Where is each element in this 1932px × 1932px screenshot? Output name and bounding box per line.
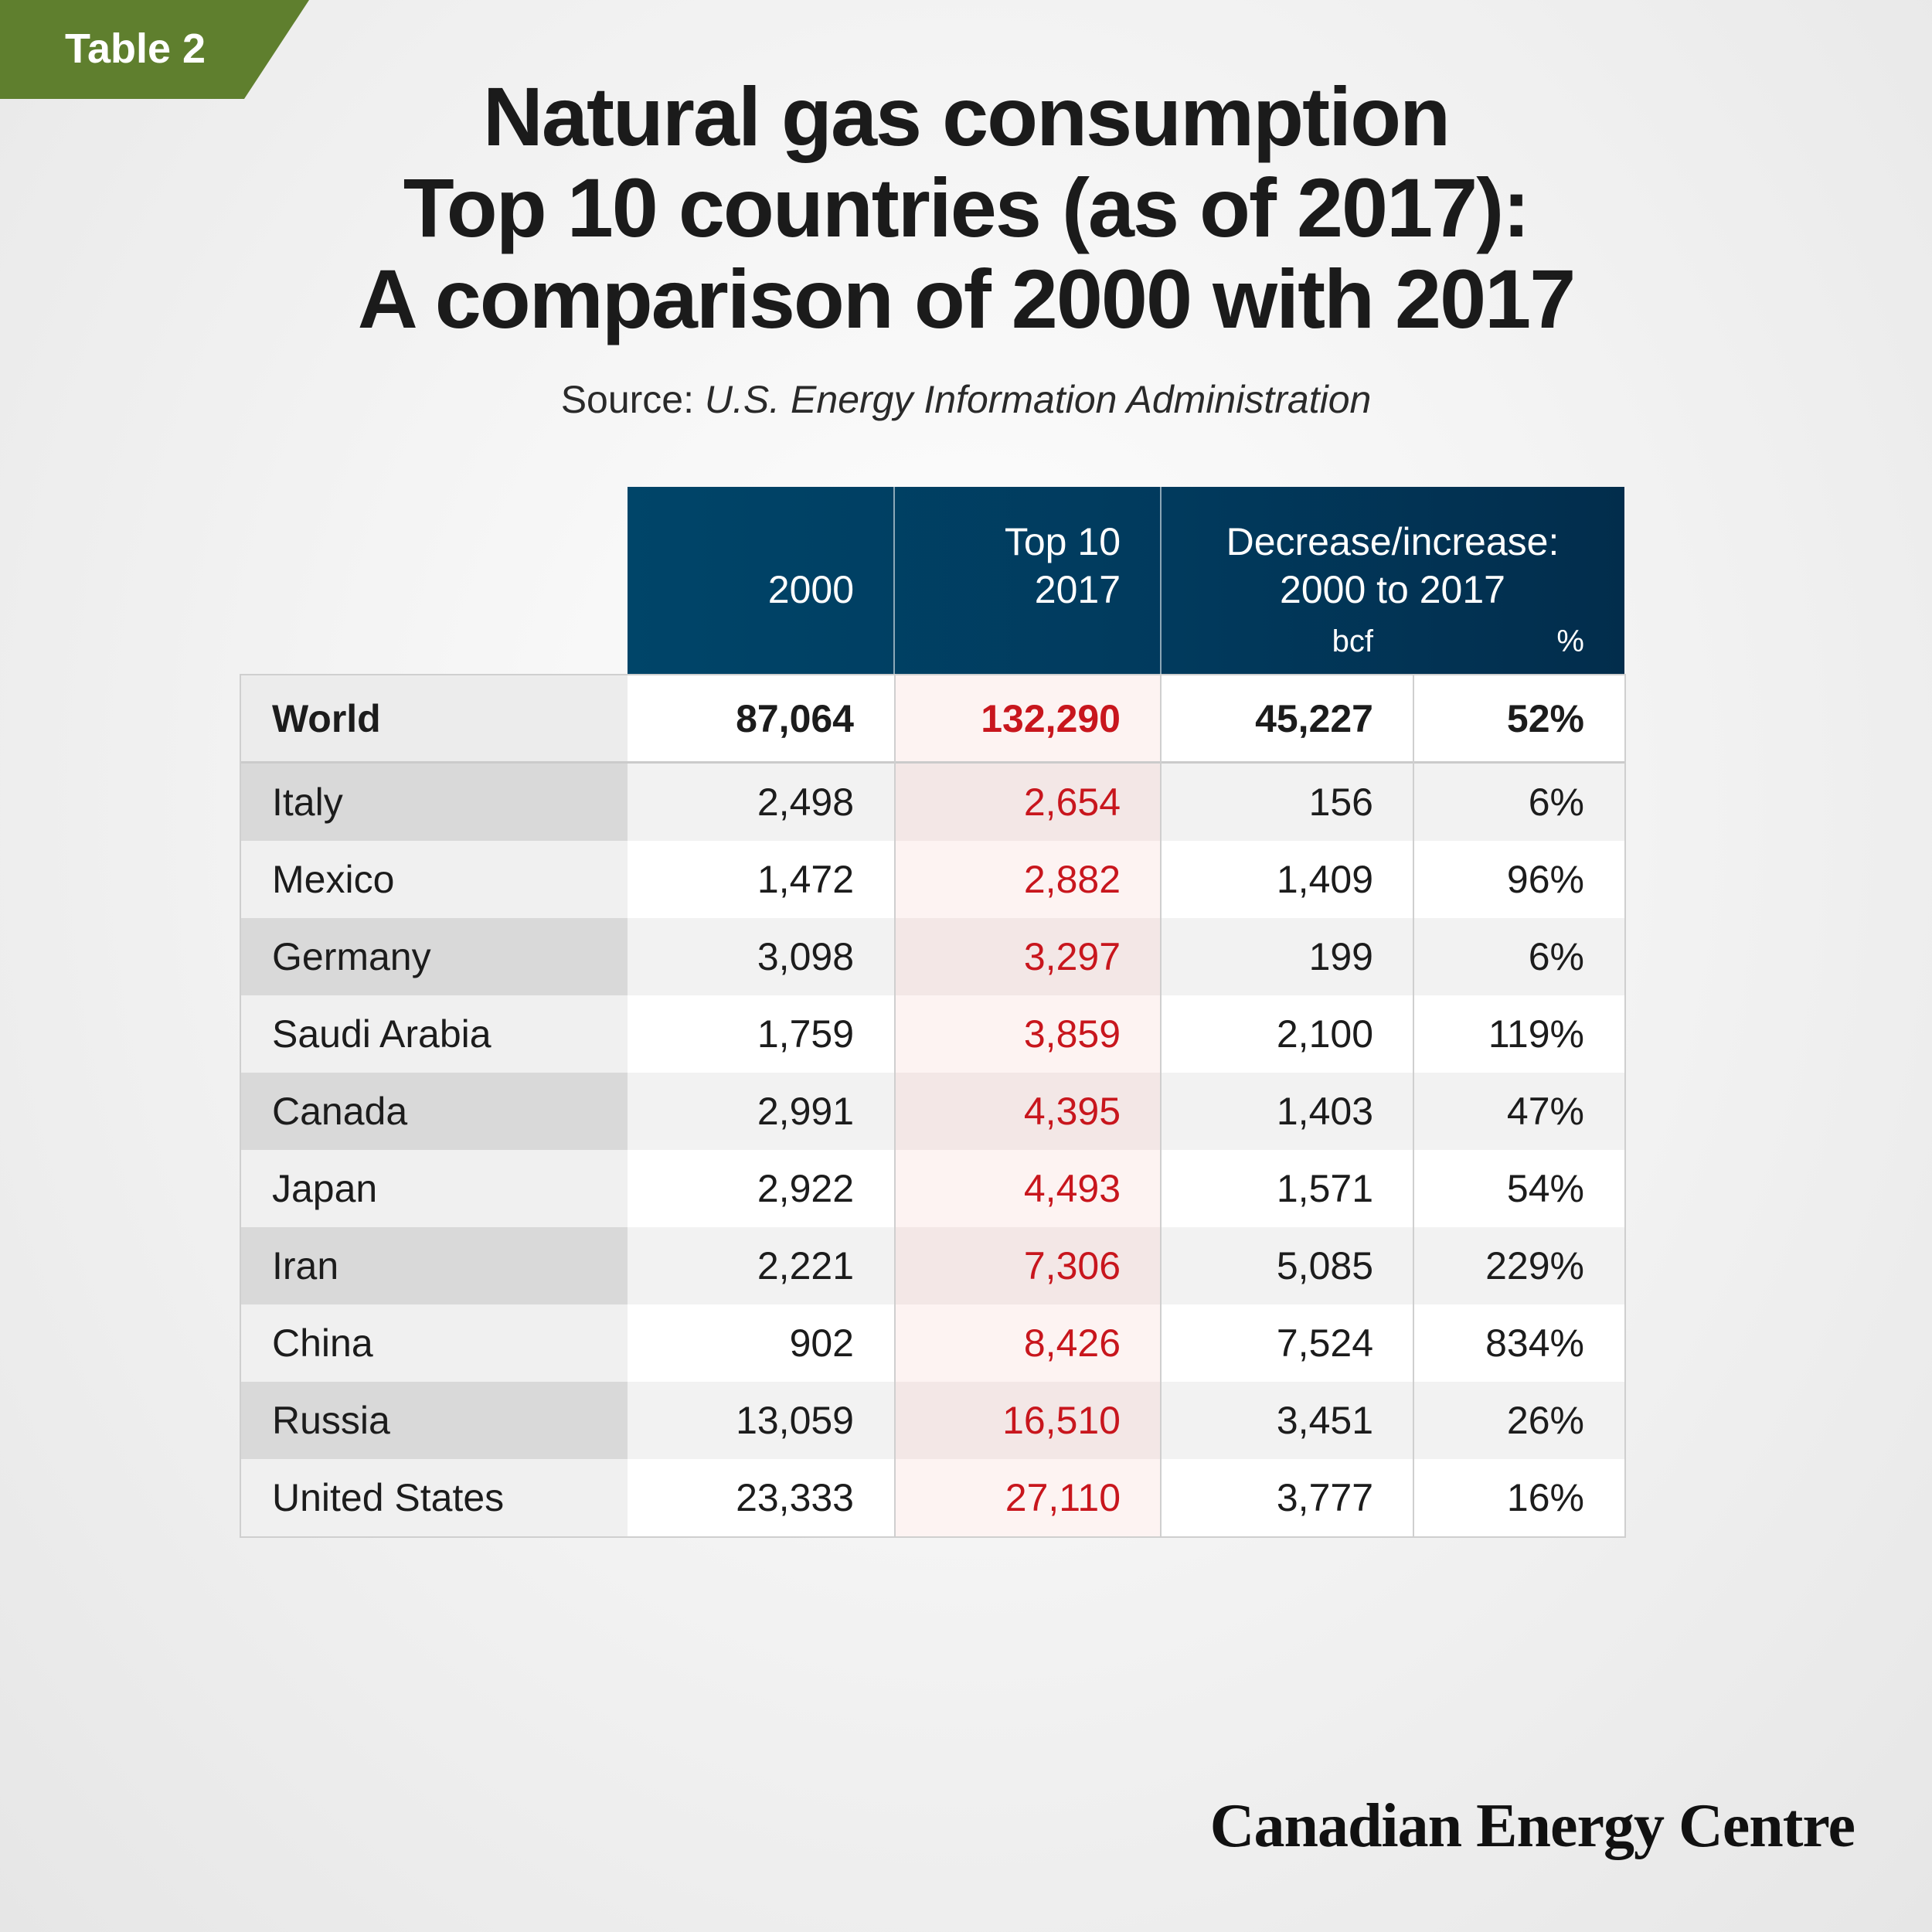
header-sub-bcf: bcf bbox=[1332, 624, 1373, 658]
table-row: Italy 2,498 2,654 156 6% bbox=[241, 764, 1624, 841]
header-change-line2: 2000 to 2017 bbox=[1280, 568, 1505, 611]
header-2000-label: 2000 bbox=[767, 568, 854, 611]
value-2000: 1,472 bbox=[757, 858, 854, 901]
header-2017-line1: Top 10 bbox=[1004, 520, 1121, 563]
world-change-pct: 52% bbox=[1506, 696, 1584, 740]
source-prefix: Source: bbox=[560, 378, 705, 421]
header-col-2017: Top 10 2017 bbox=[894, 487, 1161, 675]
header-divider bbox=[893, 487, 895, 675]
table-row: Iran 2,221 7,306 5,085 229% bbox=[241, 1227, 1624, 1304]
header-col-2000: 2000 bbox=[628, 487, 894, 675]
world-name: World bbox=[241, 675, 628, 761]
country-name: Canada bbox=[241, 1073, 628, 1150]
country-name: China bbox=[241, 1304, 628, 1382]
value-2017: 3,297 bbox=[894, 918, 1161, 995]
change-pct: 47% bbox=[1506, 1090, 1584, 1133]
change-pct: 6% bbox=[1528, 781, 1584, 824]
change-bcf: 2,100 bbox=[1276, 1012, 1373, 1056]
header-2017-line2: 2017 bbox=[1034, 568, 1121, 611]
source-name: U.S. Energy Information Administration bbox=[704, 378, 1372, 421]
change-bcf: 3,451 bbox=[1276, 1399, 1373, 1442]
country-name: Saudi Arabia bbox=[241, 995, 628, 1073]
table-row: Canada 2,991 4,395 1,403 47% bbox=[241, 1073, 1624, 1150]
change-bcf: 199 bbox=[1308, 935, 1373, 978]
table-row: United States 23,333 27,110 3,777 16% bbox=[241, 1459, 1624, 1536]
data-table: World 87,064 132,290 45,227 52% Italy 2,4… bbox=[240, 674, 1626, 1538]
country-name: Germany bbox=[241, 918, 628, 995]
value-2017: 3,859 bbox=[894, 995, 1161, 1073]
country-name: Italy bbox=[241, 764, 628, 841]
change-pct: 229% bbox=[1485, 1244, 1584, 1287]
change-pct: 54% bbox=[1506, 1167, 1584, 1210]
header-col-change: Decrease/increase: 2000 to 2017 bcf % bbox=[1161, 487, 1624, 675]
country-name: Iran bbox=[241, 1227, 628, 1304]
value-2017: 7,306 bbox=[894, 1227, 1161, 1304]
value-2017: 4,395 bbox=[894, 1073, 1161, 1150]
value-2000: 3,098 bbox=[757, 935, 854, 978]
world-2017: 132,290 bbox=[894, 675, 1161, 761]
value-2000: 1,759 bbox=[757, 1012, 854, 1056]
value-2000: 902 bbox=[789, 1321, 854, 1365]
change-bcf: 1,409 bbox=[1276, 858, 1373, 901]
title-line-3: A comparison of 2000 with 2017 bbox=[357, 252, 1577, 345]
value-2000: 2,221 bbox=[757, 1244, 854, 1287]
value-2017: 2,882 bbox=[894, 841, 1161, 918]
value-2000: 13,059 bbox=[736, 1399, 854, 1442]
source-line: Source: U.S. Energy Information Administ… bbox=[0, 377, 1932, 422]
country-name: Mexico bbox=[241, 841, 628, 918]
header-divider bbox=[1160, 487, 1162, 675]
header-change-label: Decrease/increase: 2000 to 2017 bbox=[1161, 518, 1624, 614]
table-header: 2000 Top 10 2017 Decrease/increase: 2000… bbox=[628, 487, 1624, 675]
title-line-2: Top 10 countries (as of 2017): bbox=[403, 161, 1530, 254]
change-bcf: 156 bbox=[1308, 781, 1373, 824]
table-row: Germany 3,098 3,297 199 6% bbox=[241, 918, 1624, 995]
country-name: Russia bbox=[241, 1382, 628, 1459]
header-sub-pct: % bbox=[1556, 624, 1584, 658]
change-bcf: 7,524 bbox=[1276, 1321, 1373, 1365]
value-2017: 8,426 bbox=[894, 1304, 1161, 1382]
value-2017: 27,110 bbox=[894, 1459, 1161, 1536]
table-row: China 902 8,426 7,524 834% bbox=[241, 1304, 1624, 1382]
world-2000: 87,064 bbox=[736, 696, 854, 740]
header-change-line1: Decrease/increase: bbox=[1226, 520, 1560, 563]
change-pct: 26% bbox=[1506, 1399, 1584, 1442]
value-2000: 2,991 bbox=[757, 1090, 854, 1133]
table-number-tag: Table 2 bbox=[0, 0, 309, 99]
change-bcf: 1,403 bbox=[1276, 1090, 1373, 1133]
column-divider bbox=[1413, 675, 1414, 1536]
table-row: Saudi Arabia 1,759 3,859 2,100 119% bbox=[241, 995, 1624, 1073]
value-2000: 2,922 bbox=[757, 1167, 854, 1210]
country-name: United States bbox=[241, 1459, 628, 1536]
table-row: Mexico 1,472 2,882 1,409 96% bbox=[241, 841, 1624, 918]
country-name: Japan bbox=[241, 1150, 628, 1227]
value-2000: 2,498 bbox=[757, 781, 854, 824]
value-2017: 16,510 bbox=[894, 1382, 1161, 1459]
change-pct: 16% bbox=[1506, 1476, 1584, 1519]
header-2017-label: Top 10 2017 bbox=[1005, 518, 1121, 614]
table-row: Japan 2,922 4,493 1,571 54% bbox=[241, 1150, 1624, 1227]
change-bcf: 1,571 bbox=[1276, 1167, 1373, 1210]
world-row: World 87,064 132,290 45,227 52% bbox=[241, 675, 1624, 764]
change-pct: 834% bbox=[1485, 1321, 1584, 1365]
table-number-label: Table 2 bbox=[65, 26, 206, 72]
change-pct: 96% bbox=[1506, 858, 1584, 901]
change-pct: 6% bbox=[1528, 935, 1584, 978]
change-bcf: 5,085 bbox=[1276, 1244, 1373, 1287]
world-change-bcf: 45,227 bbox=[1255, 696, 1373, 740]
change-pct: 119% bbox=[1488, 1012, 1584, 1056]
column-divider bbox=[894, 675, 896, 1536]
title-line-1: Natural gas consumption bbox=[482, 70, 1451, 163]
change-bcf: 3,777 bbox=[1276, 1476, 1373, 1519]
value-2017: 2,654 bbox=[894, 764, 1161, 841]
value-2017: 4,493 bbox=[894, 1150, 1161, 1227]
chart-title: Natural gas consumption Top 10 countries… bbox=[0, 71, 1932, 345]
value-2000: 23,333 bbox=[736, 1476, 854, 1519]
table-row: Russia 13,059 16,510 3,451 26% bbox=[241, 1382, 1624, 1459]
publisher-logo: Canadian Energy Centre bbox=[1209, 1792, 1855, 1860]
column-divider bbox=[1160, 675, 1162, 1536]
